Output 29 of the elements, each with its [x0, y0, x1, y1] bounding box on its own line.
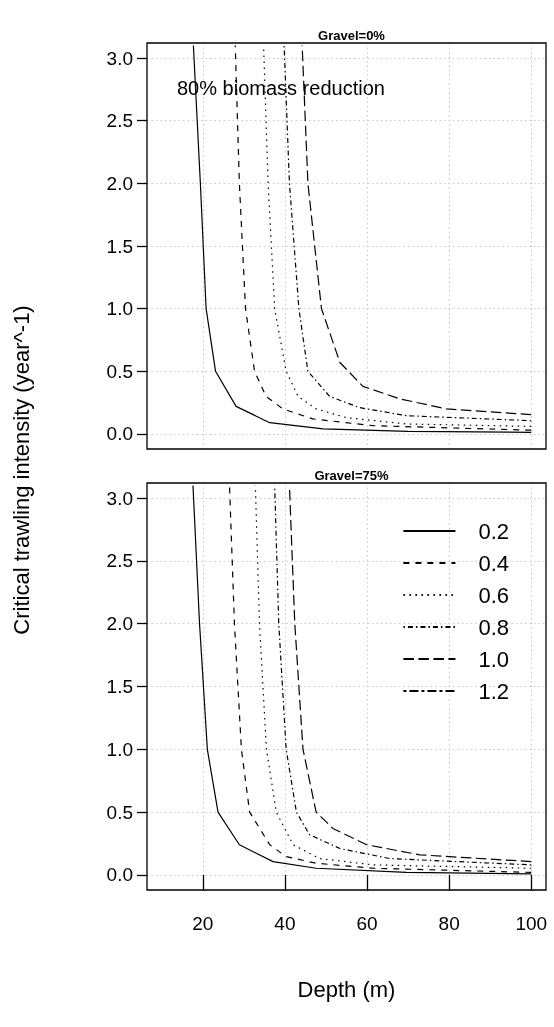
y-tick-label: 1.0 — [106, 738, 133, 760]
chart-title: Gravel=75% — [314, 468, 389, 483]
y-axis-title: Critical trawling intensity (year^-1) — [9, 305, 35, 635]
x-tick-label: 60 — [356, 913, 378, 934]
x-tick-label: 40 — [274, 913, 296, 934]
x-tick-label: 20 — [192, 913, 214, 934]
y-tick-label: 0.0 — [106, 423, 133, 445]
legend-label: 0.2 — [478, 518, 510, 544]
y-tick-label: 1.5 — [106, 235, 133, 257]
y-tick-label: 0.0 — [106, 864, 133, 886]
y-tick-label: 3.0 — [106, 487, 133, 509]
y-tick-label: 2.0 — [106, 172, 133, 194]
y-tick-label: 0.5 — [106, 360, 133, 382]
legend-label: 1.2 — [478, 678, 510, 704]
y-tick-label: 1.5 — [106, 676, 133, 697]
y-tick-label: 0.5 — [106, 801, 133, 823]
x-tick-label: 100 — [515, 913, 548, 934]
chart-title: Gravel=0% — [318, 28, 386, 43]
x-axis-title: Depth (m) — [297, 976, 396, 1002]
legend-label: 0.4 — [478, 550, 510, 576]
legend-label: 1.0 — [478, 646, 510, 672]
y-tick-label: 2.5 — [106, 550, 133, 572]
y-tick-label: 2.5 — [106, 110, 133, 132]
y-tick-label: 2.0 — [106, 613, 133, 635]
legend-label: 0.6 — [478, 582, 510, 608]
legend-label: 0.8 — [478, 614, 510, 640]
x-tick-label: 80 — [438, 913, 460, 934]
y-tick-label: 3.0 — [106, 47, 133, 69]
y-tick-label: 1.0 — [106, 298, 133, 320]
